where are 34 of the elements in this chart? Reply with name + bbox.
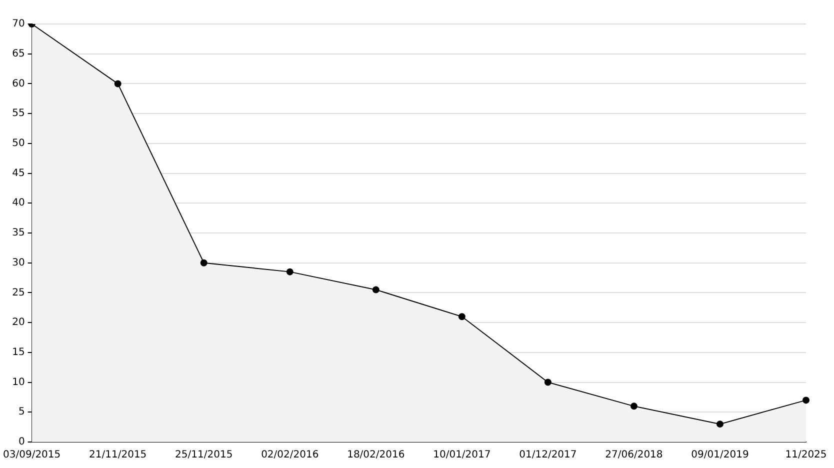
point — [286, 268, 294, 276]
y-tick-label: 60 — [12, 78, 25, 90]
point — [200, 259, 208, 266]
point — [630, 402, 638, 410]
point — [544, 378, 552, 386]
y-tick-label: 10 — [12, 376, 25, 388]
point — [716, 420, 724, 428]
y-tick-label: 20 — [12, 317, 25, 328]
x-tick-label: 27/06/2018 — [605, 450, 663, 461]
x-tick-label: 02/02/2016 — [261, 450, 319, 461]
point — [802, 396, 810, 404]
x-tick-label: 11/2025 — [785, 450, 827, 461]
y-tick-label: 50 — [12, 138, 25, 150]
x-tick-label: 01/12/2017 — [519, 450, 577, 461]
point — [458, 313, 466, 320]
y-tick-label: 40 — [12, 198, 25, 209]
y-tick-label: 15 — [12, 347, 25, 358]
point — [114, 80, 122, 88]
x-tick-label: 10/01/2017 — [433, 450, 491, 461]
x-tick-label: 21/11/2015 — [89, 450, 147, 461]
y-tick-label: 25 — [12, 287, 25, 298]
y-tick-label: 0 — [18, 436, 25, 448]
y-tick-label: 70 — [12, 18, 25, 30]
y-tick-label: 55 — [12, 108, 25, 120]
y-tick-label: 65 — [12, 48, 25, 60]
y-tick-label: 45 — [12, 168, 25, 179]
point — [372, 286, 380, 294]
x-tick-label: 09/01/2019 — [691, 450, 749, 461]
x-tick-label: 18/02/2016 — [347, 450, 405, 461]
y-tick-label: 35 — [12, 228, 25, 239]
x-tick-label: 25/11/2015 — [175, 450, 233, 461]
y-tick-label: 5 — [18, 406, 25, 418]
x-tick-label: 03/09/2015 — [3, 450, 61, 461]
y-tick-label: 30 — [12, 257, 25, 268]
